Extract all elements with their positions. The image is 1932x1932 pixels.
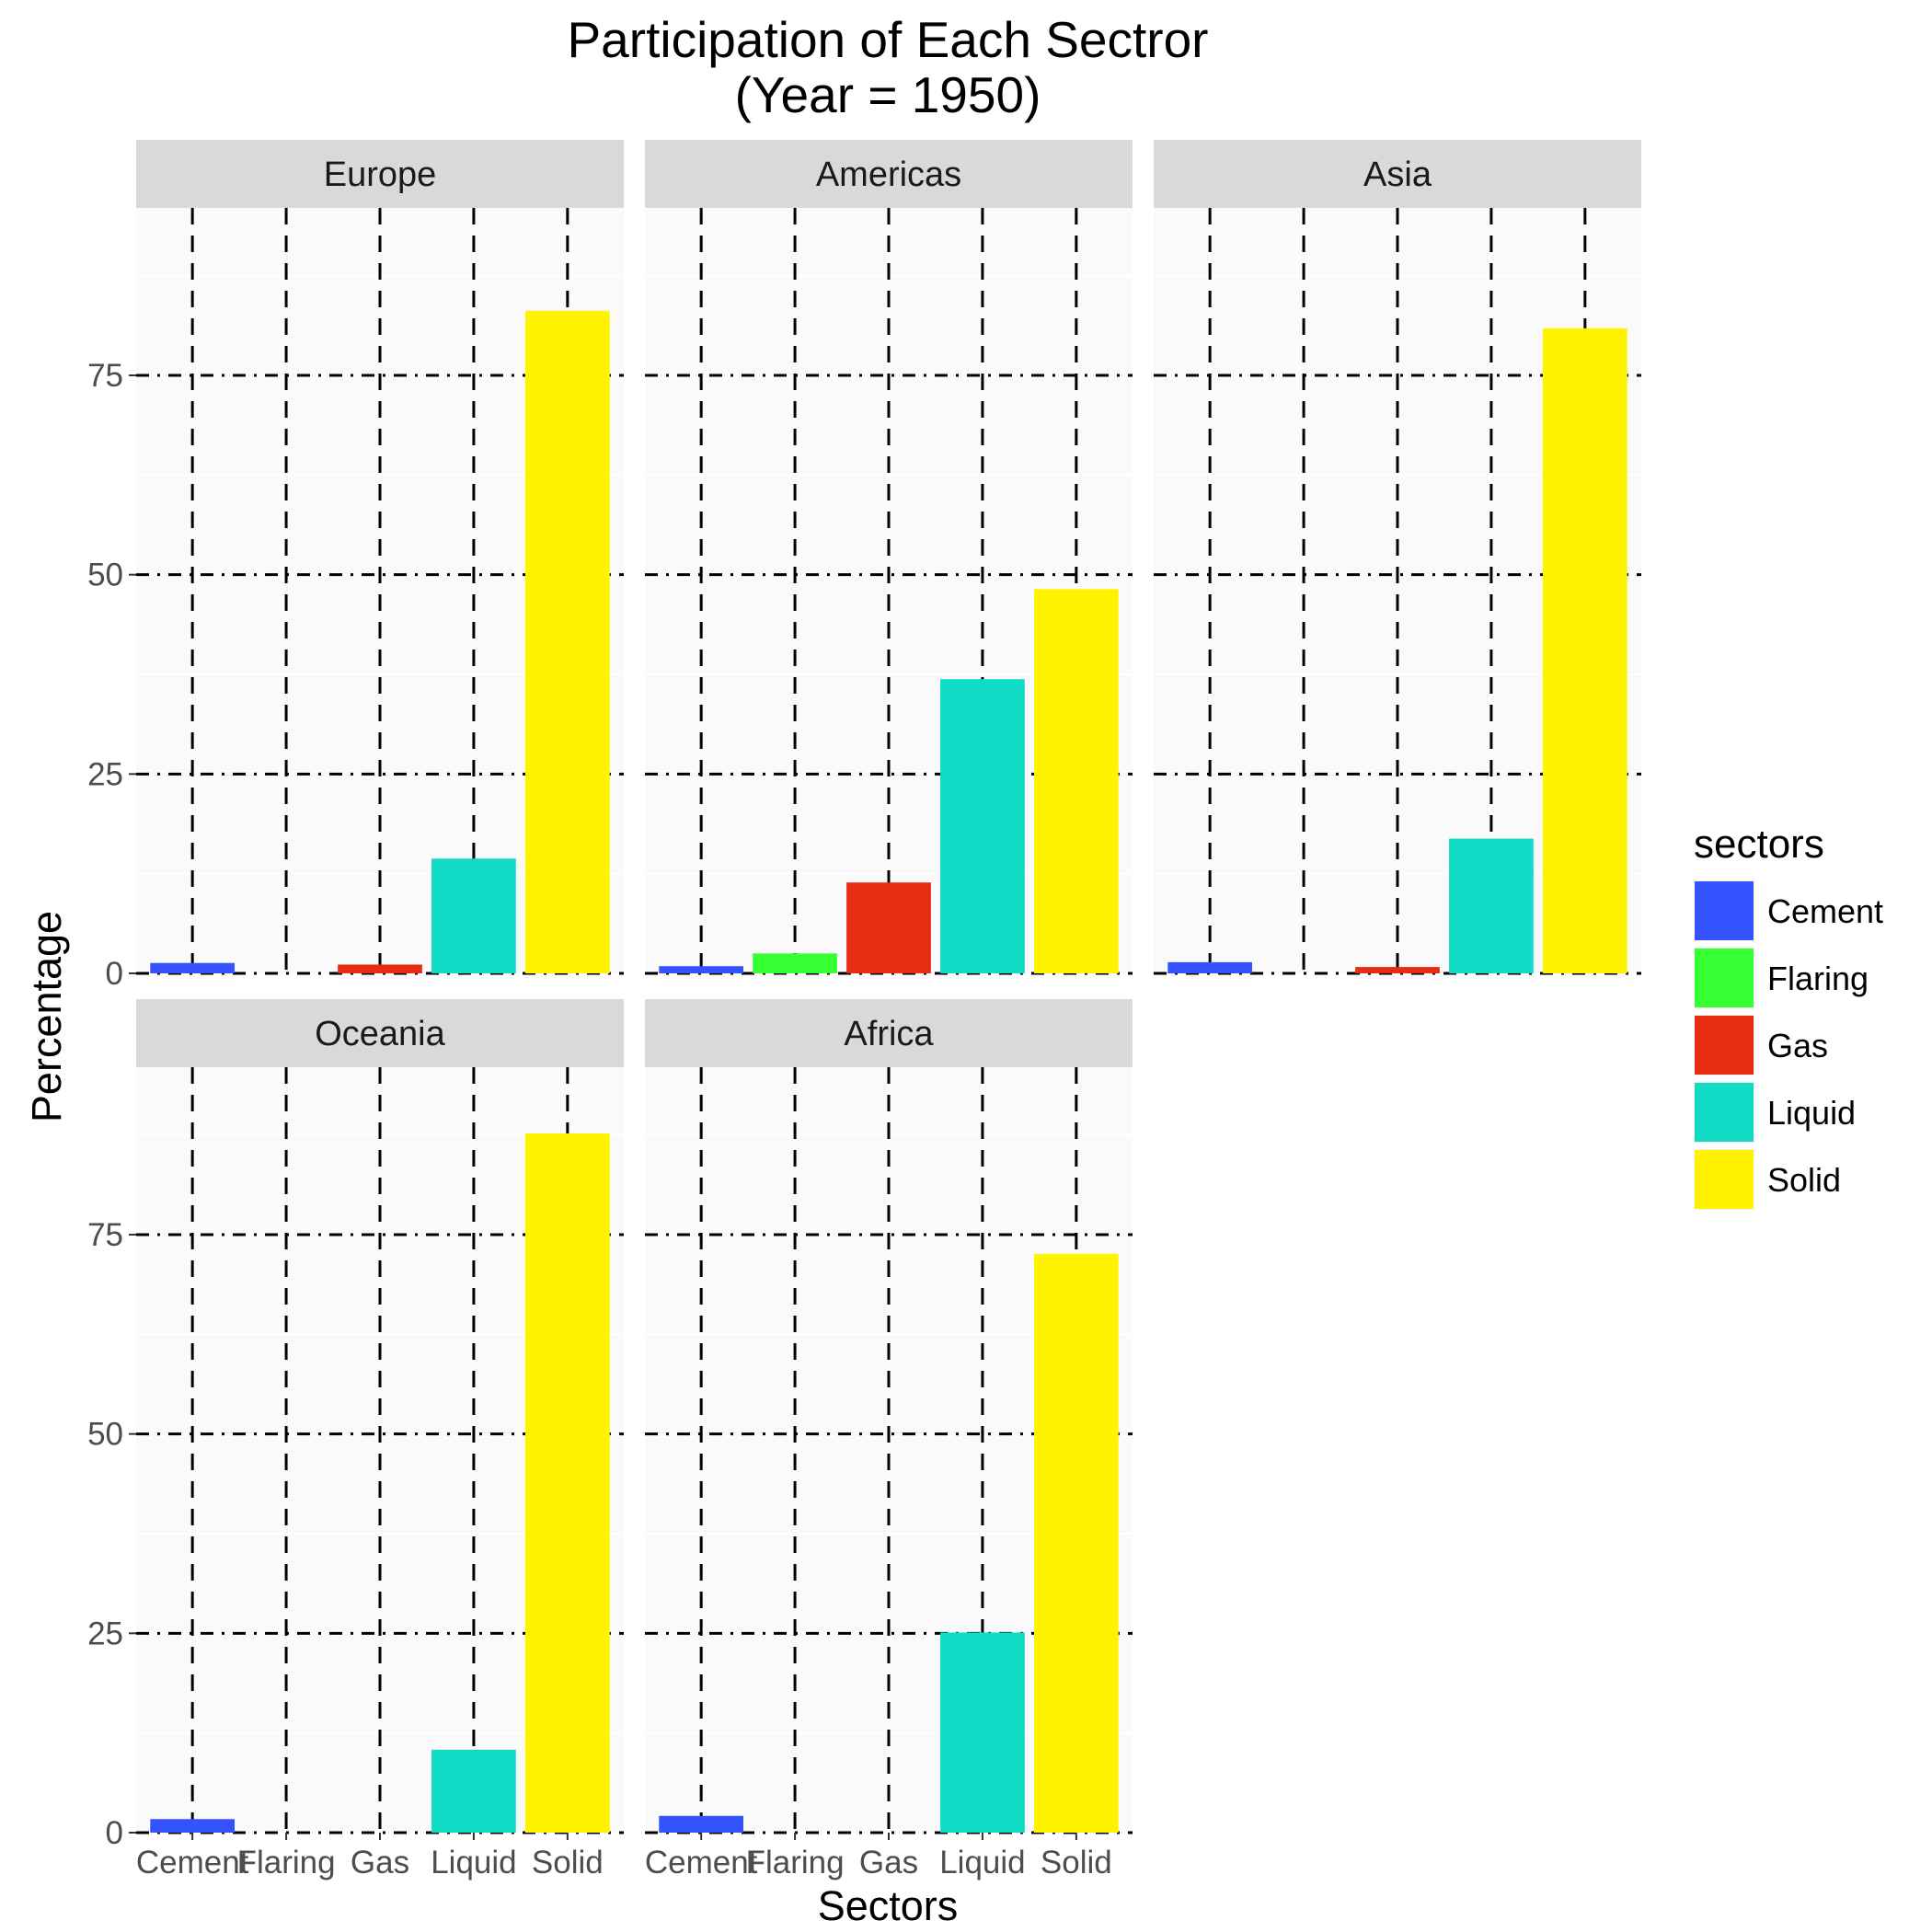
- bar-americas-solid: [1033, 589, 1119, 973]
- chart-title: Participation of Each Sectror (Year = 19…: [567, 11, 1208, 123]
- y-axis-title: Percentage: [23, 911, 70, 1122]
- legend-label-flaring: Flaring: [1767, 960, 1869, 997]
- x-tick-label-liquid: Liquid: [939, 1845, 1025, 1880]
- x-tick-label-solid: Solid: [1041, 1845, 1112, 1880]
- y-tick-label: 0: [106, 1815, 123, 1851]
- facet-strip-oceania: [136, 999, 624, 1067]
- facet-strip-asia: [1154, 140, 1641, 208]
- facet-strip-africa: [645, 999, 1133, 1067]
- facet-asia: Asia: [1154, 140, 1641, 975]
- facet-americas: Americas: [645, 140, 1133, 975]
- y-tick-label: 50: [87, 1417, 123, 1453]
- legend-label-cement: Cement: [1767, 892, 1883, 930]
- legend-label-solid: Solid: [1767, 1161, 1841, 1199]
- y-tick-label: 0: [106, 956, 123, 992]
- x-tick-label-liquid: Liquid: [431, 1845, 516, 1880]
- bar-europe-gas: [338, 964, 422, 973]
- bar-americas-cement: [659, 966, 744, 973]
- y-tick-label: 25: [87, 756, 123, 792]
- y-tick-label: 25: [87, 1616, 123, 1651]
- chart-title-line1: Participation of Each Sectror: [567, 11, 1208, 68]
- bar-asia-cement: [1167, 961, 1253, 973]
- y-tick-label: 50: [87, 558, 123, 593]
- bar-oceania-cement: [150, 1819, 236, 1833]
- facet-strip-label-americas: Americas: [816, 155, 961, 194]
- x-axis-title: Sectors: [818, 1882, 959, 1929]
- bar-americas-flaring: [753, 953, 837, 973]
- facet-strip-americas: [645, 140, 1133, 208]
- legend-label-gas: Gas: [1767, 1027, 1828, 1064]
- y-tick-label: 75: [87, 358, 123, 394]
- x-tick-label-flaring: Flaring: [746, 1845, 845, 1880]
- facet-panels: Europe 0 25 50 75 Americas Asia Oceania 0 25 50 75 C…: [87, 140, 1641, 1880]
- legend-key-cement: [1695, 881, 1754, 940]
- x-tick-label-solid: Solid: [532, 1845, 604, 1880]
- bar-asia-gas: [1355, 967, 1440, 973]
- legend-title: sectors: [1694, 822, 1824, 867]
- legend-key-flaring: [1695, 949, 1754, 1007]
- x-tick-label-cement: Cement: [645, 1845, 758, 1880]
- x-tick-label-flaring: Flaring: [237, 1845, 336, 1880]
- bar-oceania-solid: [524, 1133, 610, 1833]
- bar-africa-solid: [1033, 1253, 1119, 1833]
- bar-oceania-liquid: [431, 1749, 516, 1833]
- bar-europe-cement: [150, 962, 236, 973]
- facet-strip-label-asia: Asia: [1363, 155, 1432, 194]
- bar-asia-liquid: [1449, 838, 1534, 973]
- x-tick-label-cement: Cement: [136, 1845, 249, 1880]
- axis-titles: Sectors Percentage: [23, 911, 958, 1929]
- bar-americas-gas: [846, 882, 931, 973]
- facet-strip-europe: [136, 140, 624, 208]
- x-tick-label-gas: Gas: [859, 1845, 918, 1880]
- legend-label-liquid: Liquid: [1767, 1094, 1856, 1132]
- bar-asia-solid: [1542, 328, 1627, 973]
- bar-africa-liquid: [940, 1632, 1025, 1833]
- y-tick-label: 75: [87, 1217, 123, 1253]
- legend-key-liquid: [1695, 1083, 1754, 1142]
- legend-key-gas: [1695, 1016, 1754, 1075]
- facet-strip-label-oceania: Oceania: [315, 1015, 445, 1053]
- facet-europe: Europe 0 25 50 75: [87, 140, 624, 992]
- facet-strip-label-africa: Africa: [844, 1015, 934, 1053]
- bar-americas-liquid: [940, 679, 1025, 973]
- legend: sectors Cement Flaring Gas Liquid Solid: [1694, 822, 1883, 1210]
- bar-africa-cement: [659, 1815, 744, 1833]
- bar-europe-liquid: [431, 858, 516, 973]
- facet-strip-label-europe: Europe: [324, 155, 437, 194]
- x-tick-label-gas: Gas: [351, 1845, 409, 1880]
- chart-title-line2: (Year = 1950): [735, 66, 1041, 123]
- legend-key-solid: [1695, 1150, 1754, 1209]
- bar-europe-solid: [524, 310, 610, 973]
